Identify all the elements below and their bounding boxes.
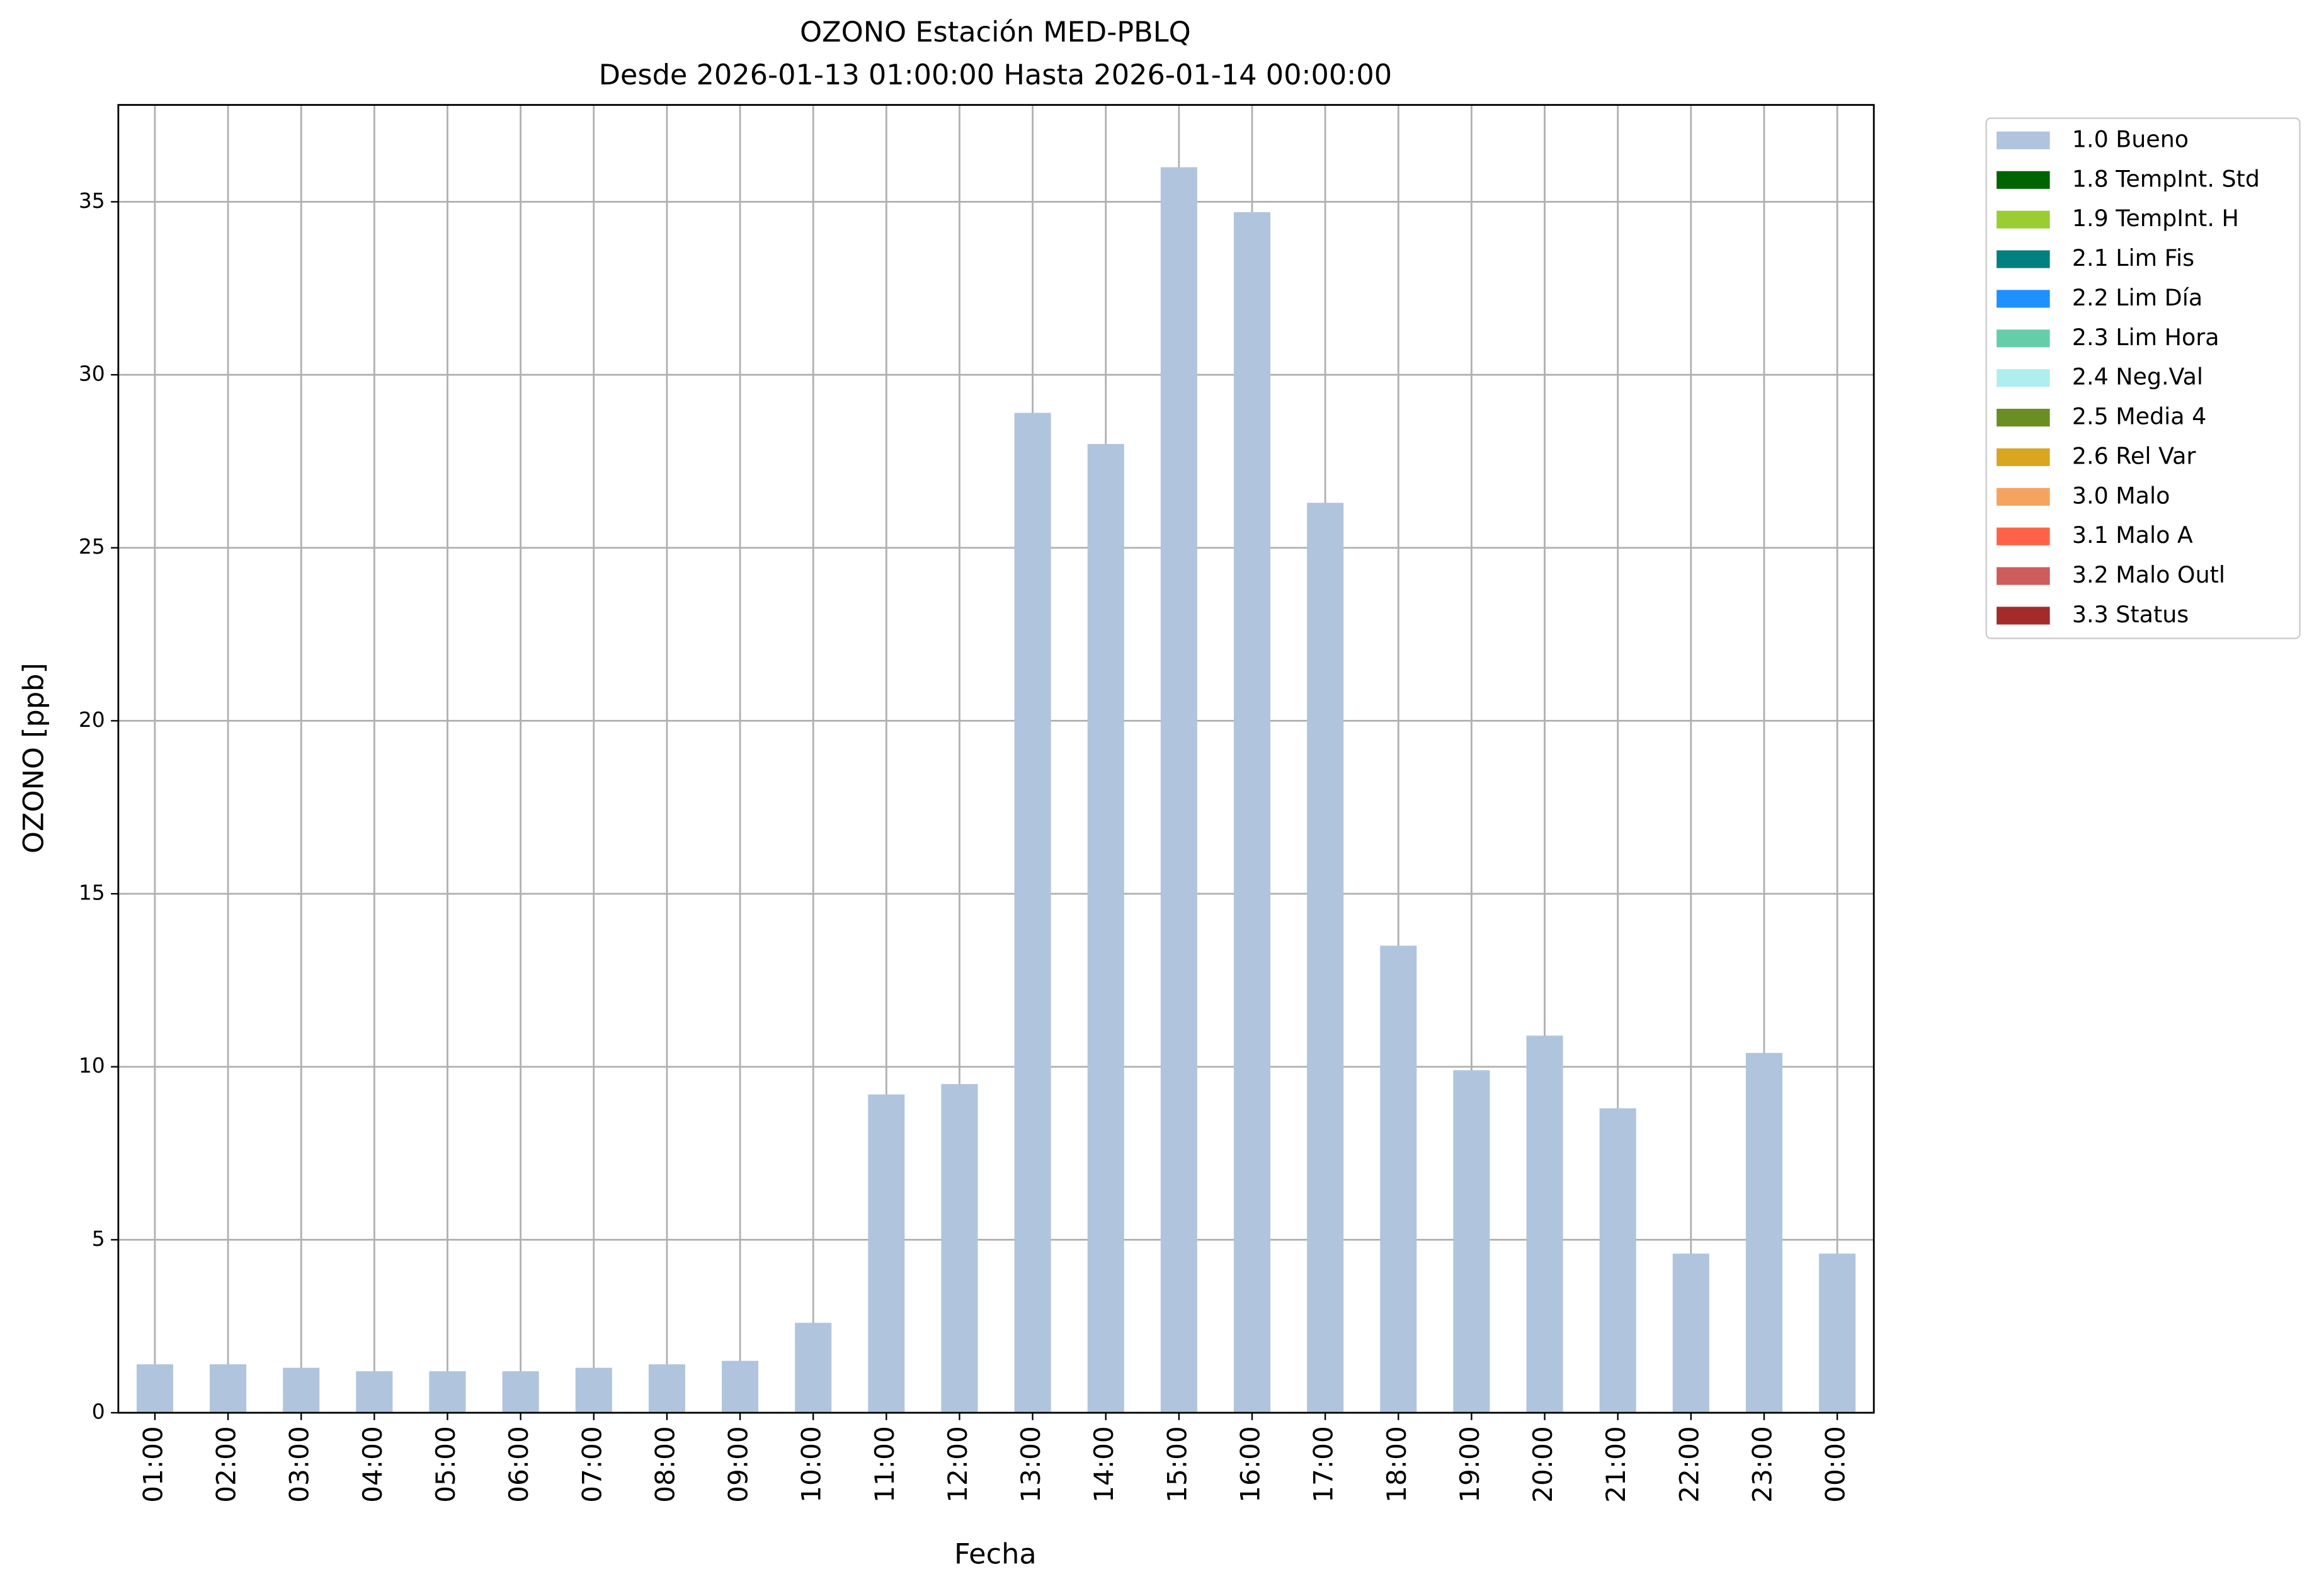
x-tick-label: 20:00	[1527, 1426, 1558, 1503]
legend-label: 2.1 Lim Fis	[2072, 244, 2194, 271]
x-tick-label: 05:00	[430, 1426, 461, 1503]
plot-frame	[117, 104, 1875, 1414]
legend-swatch	[1997, 487, 2050, 506]
legend-swatch	[1997, 131, 2050, 149]
bar	[502, 1371, 539, 1413]
legend-swatch	[1997, 527, 2050, 545]
bar	[1745, 1052, 1783, 1413]
y-tick-label: 10	[79, 1053, 105, 1078]
x-tick-label: 03:00	[284, 1426, 315, 1503]
x-tick-label: 07:00	[576, 1426, 607, 1503]
x-tick-label: 08:00	[649, 1426, 680, 1503]
legend-swatch	[1997, 250, 2050, 268]
y-tick-label: 30	[79, 362, 105, 386]
legend-swatch	[1997, 607, 2050, 625]
legend-label: 3.3 Status	[2072, 601, 2189, 628]
legend-label: 2.2 Lim Día	[2072, 284, 2202, 311]
legend-label: 2.3 Lim Hora	[2072, 324, 2219, 351]
legend-label: 3.0 Malo	[2072, 482, 2170, 509]
x-tick-label: 17:00	[1308, 1426, 1339, 1503]
x-tick-label: 23:00	[1746, 1426, 1777, 1503]
x-tick-label: 10:00	[796, 1426, 827, 1503]
bar	[941, 1084, 978, 1413]
y-tick-label: 25	[79, 534, 105, 559]
x-tick-label: 14:00	[1088, 1426, 1119, 1503]
legend-swatch	[1997, 448, 2050, 467]
bar	[1160, 167, 1197, 1413]
legend-box	[1985, 117, 2301, 639]
x-axis-label: Fecha	[954, 1538, 1037, 1571]
x-tick-label: 16:00	[1234, 1426, 1265, 1503]
legend-label: 1.9 TempInt. H	[2072, 205, 2239, 232]
legend-label: 1.0 Bueno	[2072, 125, 2189, 152]
bar	[722, 1360, 759, 1413]
y-tick-label: 20	[79, 707, 105, 732]
x-tick-label: 00:00	[1820, 1426, 1851, 1503]
legend-swatch	[1997, 210, 2050, 229]
x-tick-label: 06:00	[503, 1426, 534, 1503]
legend-swatch	[1997, 567, 2050, 585]
bar	[429, 1371, 466, 1413]
bars	[136, 167, 1856, 1413]
x-tick-label: 09:00	[723, 1426, 754, 1503]
x-tick-label: 04:00	[357, 1426, 388, 1503]
y-tick-label: 0	[92, 1399, 105, 1424]
x-tick-label: 19:00	[1454, 1426, 1485, 1503]
bar	[575, 1367, 612, 1413]
chart-subtitle: Desde 2026-01-13 01:00:00 Hasta 2026-01-…	[599, 59, 1392, 91]
y-tick-label: 35	[79, 188, 105, 213]
x-tick-label: 01:00	[137, 1426, 168, 1503]
x-tick-label: 12:00	[942, 1426, 973, 1503]
legend-swatch	[1997, 290, 2050, 308]
x-tick-label: 15:00	[1161, 1426, 1192, 1503]
legend-label: 2.4 Neg.Val	[2072, 363, 2203, 390]
legend-swatch	[1997, 329, 2050, 348]
bar	[648, 1364, 685, 1413]
x-tick-label: 13:00	[1015, 1426, 1046, 1503]
bar	[210, 1364, 247, 1413]
bar	[1526, 1035, 1563, 1413]
y-tick-label: 15	[79, 881, 105, 905]
bar	[1672, 1253, 1709, 1413]
legend-swatch	[1997, 171, 2050, 189]
bar	[283, 1367, 320, 1413]
y-tick-label: 5	[92, 1226, 105, 1251]
legend-label: 1.8 TempInt. Std	[2072, 165, 2260, 192]
bar	[1380, 945, 1417, 1413]
x-tick-label: 21:00	[1600, 1426, 1631, 1503]
legend-label: 2.6 Rel Var	[2072, 442, 2196, 469]
bar	[1087, 443, 1124, 1413]
axes: 0 5 10 15 20 25 30 35 01:00 02:00 03:00 04:00 05:00 0…	[79, 104, 1875, 1503]
legend: 1.0 Bueno 1.8 TempInt. Std 1.9 TempInt. H 2…	[1997, 125, 2260, 628]
bar	[136, 1364, 173, 1413]
chart-title: OZONO Estación MED-PBLQ	[800, 16, 1191, 48]
legend-label: 2.5 Media 4	[2072, 403, 2206, 430]
bar	[795, 1323, 832, 1413]
legend-swatch	[1997, 408, 2050, 427]
bar	[868, 1094, 905, 1413]
bar	[1819, 1253, 1856, 1413]
y-axis-label: OZONO [ppb]	[17, 663, 50, 853]
bar	[356, 1371, 393, 1413]
bar	[1014, 413, 1051, 1413]
bar	[1453, 1070, 1490, 1413]
bar	[1307, 503, 1344, 1413]
bar	[1233, 212, 1271, 1413]
x-tick-label: 02:00	[211, 1426, 242, 1503]
x-tick-label: 22:00	[1673, 1426, 1704, 1503]
legend-label: 3.2 Malo Outl	[2072, 561, 2225, 588]
bar	[1599, 1108, 1636, 1413]
legend-swatch	[1997, 369, 2050, 387]
legend-label: 3.1 Malo A	[2072, 522, 2193, 549]
x-tick-label: 18:00	[1381, 1426, 1412, 1503]
x-tick-label: 11:00	[869, 1426, 900, 1503]
